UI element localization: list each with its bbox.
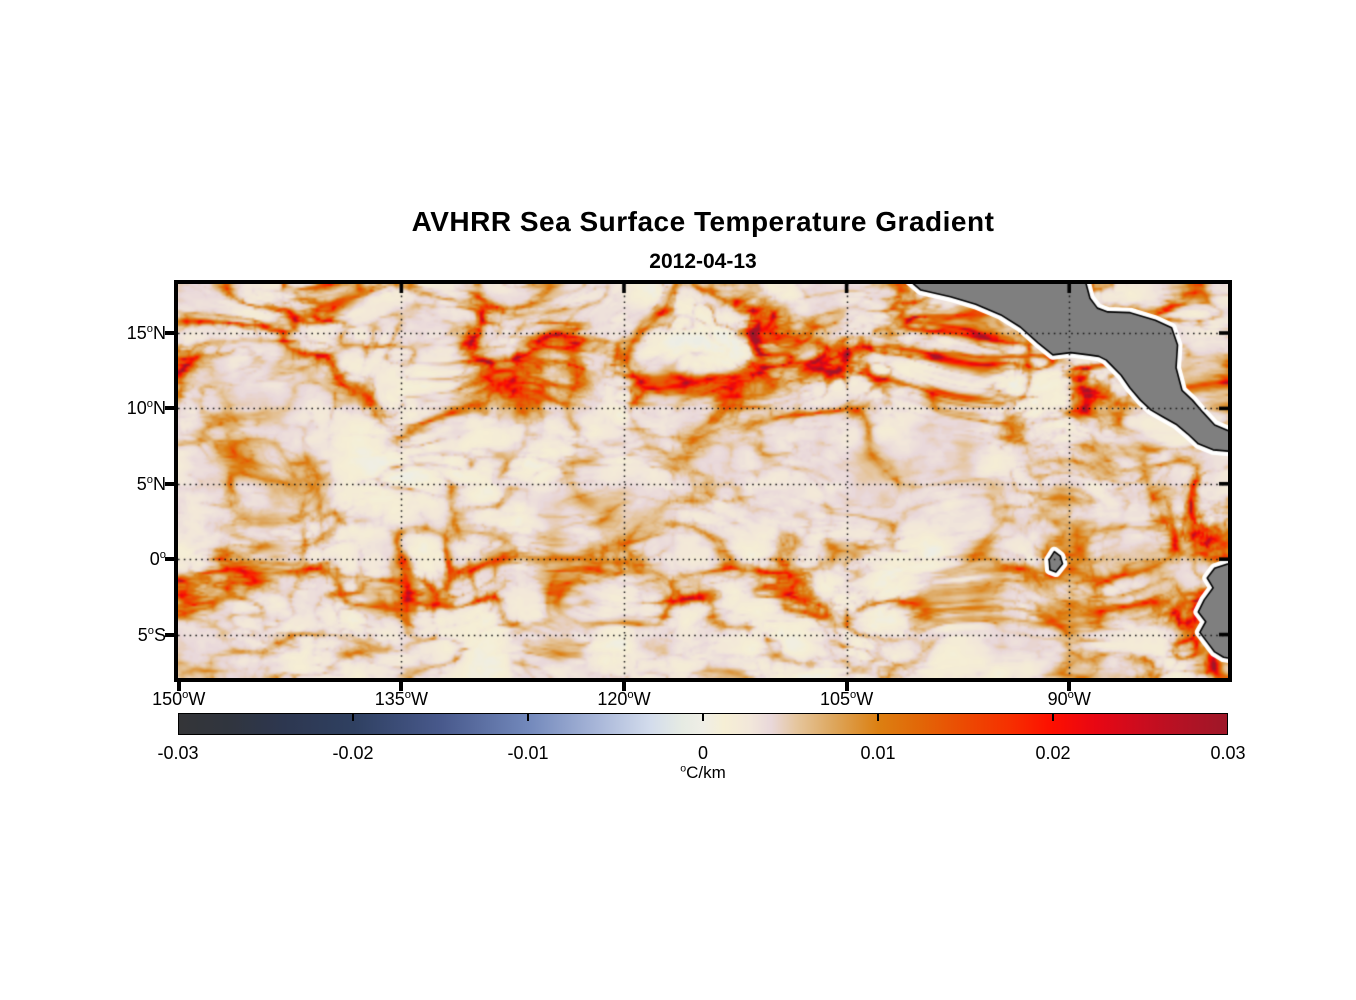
x-axis-tick bbox=[844, 682, 849, 691]
colorbar-tick bbox=[702, 714, 704, 721]
colorbar-tick-label: 0 bbox=[697, 743, 708, 763]
y-axis-tick-label: 0o bbox=[149, 549, 166, 570]
x-axis-tick-label: 105oW bbox=[819, 689, 874, 709]
x-axis-tick-label: 150oW bbox=[152, 689, 206, 709]
colorbar-unit-label: oC/km bbox=[680, 762, 726, 782]
y-axis-tick-label: 5oS bbox=[137, 624, 166, 645]
colorbar-tick-label: 0.02 bbox=[1035, 743, 1071, 763]
colorbar-tick bbox=[527, 714, 529, 721]
x-axis-tick-label: 90oW bbox=[1047, 689, 1091, 709]
x-axis-tick bbox=[1067, 682, 1072, 691]
y-axis-tick bbox=[165, 632, 177, 637]
colorbar-tick-label: 0.01 bbox=[860, 743, 896, 763]
x-axis-tick-label: 120oW bbox=[597, 689, 651, 709]
colorbar-tick bbox=[877, 714, 879, 721]
x-axis-tick bbox=[176, 682, 181, 691]
colorbar-tick bbox=[1052, 714, 1054, 721]
x-axis-tick bbox=[399, 682, 404, 691]
colorbar-tick-label: -0.02 bbox=[332, 743, 374, 763]
colorbar-tick-label: -0.01 bbox=[507, 743, 549, 763]
colorbar-tick bbox=[352, 714, 354, 721]
y-axis-tick bbox=[165, 406, 177, 411]
y-axis-tick-label: 5oN bbox=[136, 473, 166, 494]
sst-gradient-map-canvas bbox=[178, 284, 1228, 678]
x-axis-tick-label: 135oW bbox=[374, 689, 428, 709]
colorbar bbox=[178, 713, 1228, 735]
figure-subtitle: 2012-04-13 bbox=[649, 250, 757, 273]
x-axis-tick bbox=[621, 682, 626, 691]
y-axis-tick-label: 10oN bbox=[126, 398, 166, 419]
y-axis-tick bbox=[165, 481, 177, 486]
y-axis-tick bbox=[165, 557, 177, 562]
y-axis-tick bbox=[165, 331, 177, 335]
colorbar-tick-label: -0.03 bbox=[157, 743, 199, 763]
y-axis-tick-label: 15oN bbox=[126, 323, 166, 343]
colorbar-tick-label: 0.03 bbox=[1210, 743, 1246, 763]
figure-title: AVHRR Sea Surface Temperature Gradient bbox=[411, 206, 995, 237]
